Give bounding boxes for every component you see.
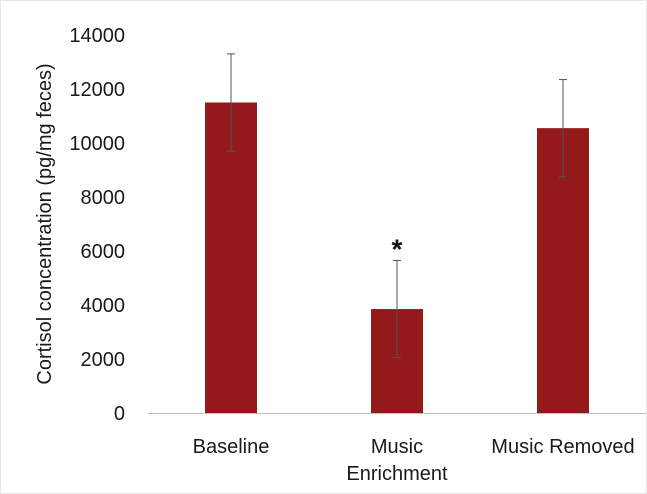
y-tick-label: 6000 <box>81 241 126 263</box>
error-bars <box>227 53 567 359</box>
y-tick-label: 4000 <box>81 295 126 317</box>
x-category-label-line: Baseline <box>193 436 270 458</box>
bars <box>205 102 589 413</box>
y-tick-label: 12000 <box>69 79 125 101</box>
y-tick-label: 8000 <box>81 187 126 209</box>
y-tick-label: 14000 <box>69 25 125 47</box>
error-bar <box>559 79 567 178</box>
x-category-label-line: Music Removed <box>491 436 634 458</box>
y-axis-ticks: 0 2000 4000 6000 8000 10000 12000 14000 <box>69 25 125 425</box>
x-category-label: Baseline <box>193 436 270 458</box>
y-tick-label: 2000 <box>81 349 126 371</box>
y-tick-label: 10000 <box>69 133 125 155</box>
significance-annotations: * <box>392 233 403 264</box>
bar <box>205 102 257 413</box>
x-category-label-line: Enrichment <box>346 463 448 485</box>
x-category-label: Music Enrichment <box>346 436 448 485</box>
x-category-label: Music Removed <box>491 436 634 458</box>
significance-marker: * <box>392 233 403 264</box>
x-axis-category-labels: Baseline Music Enrichment Music Removed <box>193 436 635 485</box>
x-category-label-line: Music <box>371 436 423 458</box>
y-axis-title: Cortisol concentration (pg/mg feces) <box>34 63 56 384</box>
y-tick-label: 0 <box>114 403 125 425</box>
error-bar <box>393 259 401 359</box>
error-bar <box>227 53 235 152</box>
